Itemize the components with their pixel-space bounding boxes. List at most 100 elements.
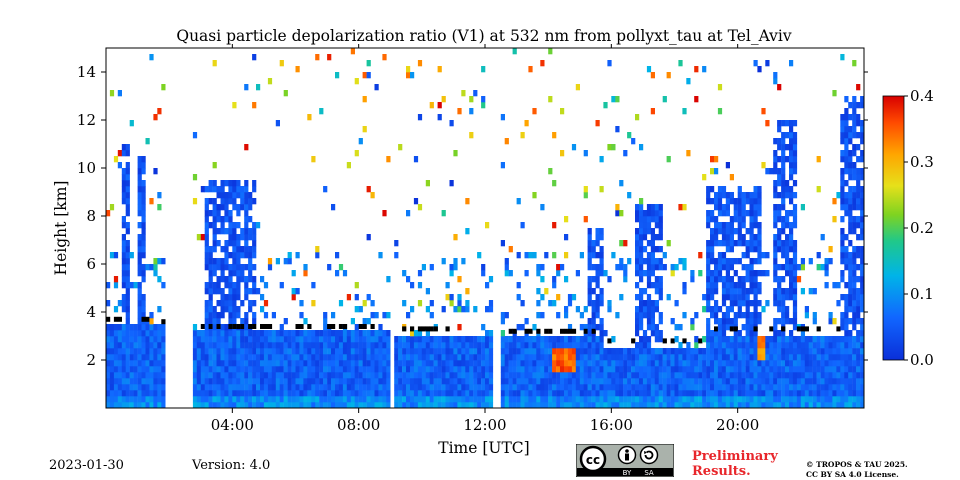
heatmap-cell xyxy=(852,306,857,313)
heatmap-cell xyxy=(307,330,312,337)
heatmap-cell xyxy=(410,330,415,337)
heatmap-cell xyxy=(378,360,383,367)
heatmap-cell xyxy=(571,294,577,301)
heatmap-cell xyxy=(200,402,205,409)
heatmap-cell xyxy=(840,342,845,349)
heatmap-cell xyxy=(315,366,320,373)
heatmap-cell xyxy=(737,204,742,211)
heatmap-cell xyxy=(639,372,644,379)
heatmap-cell xyxy=(844,132,849,139)
heatmap-cell xyxy=(196,372,201,379)
heatmap-cell xyxy=(477,378,482,385)
heatmap-cell xyxy=(240,198,245,205)
heatmap-cell xyxy=(532,390,537,397)
heatmap-cell xyxy=(560,150,565,157)
heatmap-cell xyxy=(840,240,845,247)
heatmap-cell xyxy=(228,390,233,397)
heatmap-cell xyxy=(792,372,798,379)
heatmap-cell xyxy=(204,318,209,325)
heatmap-cell xyxy=(137,186,142,193)
heatmap-cell xyxy=(812,390,817,397)
heatmap-cell xyxy=(465,300,470,307)
heatmap-cell xyxy=(623,150,628,157)
heatmap-cell xyxy=(342,378,348,385)
heatmap-cell xyxy=(860,282,865,289)
heatmap-cell xyxy=(552,384,557,391)
heatmap-cell xyxy=(137,180,142,187)
heatmap-cell xyxy=(417,360,423,367)
cc-by-sa-badge[interactable]: cc BY SA xyxy=(576,444,674,477)
heatmap-cell xyxy=(338,300,344,307)
heatmap-cell xyxy=(623,270,628,277)
heatmap-cell xyxy=(678,348,683,355)
heatmap-cell xyxy=(488,306,494,313)
heatmap-cell xyxy=(410,306,415,313)
heatmap-cell xyxy=(615,372,620,379)
heatmap-cell xyxy=(137,282,142,289)
heatmap-cell xyxy=(137,168,142,175)
heatmap-cell xyxy=(603,354,608,361)
heatmap-cell xyxy=(315,252,320,259)
heatmap-cell xyxy=(717,204,723,211)
heatmap-cell xyxy=(212,396,217,403)
heatmap-cell xyxy=(686,354,691,361)
heatmap-cell xyxy=(844,348,849,355)
heatmap-cell xyxy=(453,354,458,361)
heatmap-cell xyxy=(646,324,652,331)
heatmap-cell xyxy=(204,240,209,247)
heatmap-cell xyxy=(646,264,652,271)
heatmap-cell xyxy=(852,204,857,211)
heatmap-cell xyxy=(702,366,707,373)
heatmap-cell xyxy=(335,402,340,409)
heatmap-cell xyxy=(544,396,549,403)
heatmap-cell xyxy=(579,360,584,367)
heatmap-cell xyxy=(366,186,371,193)
heatmap-cell xyxy=(445,396,450,403)
x-tick-label: 20:00 xyxy=(716,416,759,434)
heatmap-cell xyxy=(137,336,142,343)
heatmap-cell xyxy=(741,372,746,379)
heatmap-cell xyxy=(741,288,746,295)
heatmap-cell xyxy=(761,354,766,361)
heatmap-cell xyxy=(789,222,794,229)
heatmap-cell xyxy=(536,336,541,343)
heatmap-cell xyxy=(840,390,845,397)
heatmap-cell xyxy=(587,294,592,301)
heatmap-cell xyxy=(789,246,794,253)
colorbar-tick-label: 0.4 xyxy=(910,87,934,105)
heatmap-cell xyxy=(382,372,387,379)
heatmap-cell xyxy=(564,216,569,223)
heatmap-cell xyxy=(753,312,758,319)
heatmap-cell xyxy=(654,222,659,229)
heatmap-cell xyxy=(303,354,308,361)
heatmap-cell xyxy=(449,360,454,367)
heatmap-cell xyxy=(303,318,308,325)
heatmap-cell xyxy=(248,228,253,235)
heatmap-cell xyxy=(307,348,312,355)
heatmap-cell xyxy=(714,258,719,265)
colorbar-tick-label: 0.1 xyxy=(910,285,934,303)
heatmap-cell xyxy=(848,300,853,307)
heatmap-cell xyxy=(520,222,525,229)
heatmap-cell xyxy=(800,336,805,343)
heatmap-cell xyxy=(469,372,474,379)
heatmap-cell xyxy=(773,162,778,169)
heatmap-cell xyxy=(331,396,336,403)
heatmap-cell xyxy=(611,372,616,379)
heatmap-cell xyxy=(781,288,786,295)
heatmap-cell xyxy=(800,354,805,361)
heatmap-cell xyxy=(216,240,221,247)
heatmap-cell xyxy=(773,360,778,367)
heatmap-cell xyxy=(733,390,738,397)
heatmap-cell xyxy=(149,312,154,319)
heatmap-cell xyxy=(437,396,442,403)
heatmap-cell xyxy=(137,372,142,379)
heatmap-cell xyxy=(710,312,715,319)
heatmap-cell xyxy=(410,360,415,367)
heatmap-cell xyxy=(627,192,632,199)
heatmap-cell xyxy=(717,318,723,325)
heatmap-cell xyxy=(275,372,280,379)
heatmap-cell xyxy=(721,210,727,217)
heatmap-cell xyxy=(208,252,213,259)
heatmap-cell xyxy=(145,348,150,355)
